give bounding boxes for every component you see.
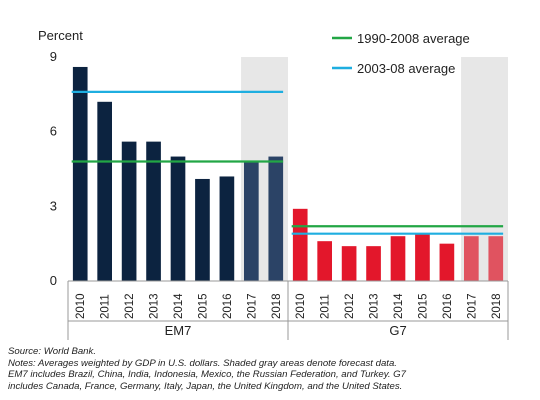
em7-category-label-2014: 2014 bbox=[173, 293, 185, 319]
source-note: Source: World Bank. bbox=[8, 346, 96, 357]
em7-category-label-2013: 2013 bbox=[149, 293, 161, 319]
y-tick-label-0: 0 bbox=[50, 273, 57, 288]
em7-bar-2013 bbox=[146, 141, 161, 281]
em7-bar-2015 bbox=[195, 178, 210, 281]
g7-category-label-2016: 2016 bbox=[442, 293, 454, 319]
em7-category-label-2010: 2010 bbox=[75, 293, 87, 319]
g7-bar-2011 bbox=[317, 241, 332, 281]
g7-category-label-2012: 2012 bbox=[344, 293, 356, 319]
g7-bar-2015 bbox=[415, 233, 430, 281]
legend-label-0: 1990-2008 average bbox=[357, 31, 470, 46]
g7-bar-2013 bbox=[366, 246, 381, 281]
em7-category-label-2016: 2016 bbox=[222, 293, 234, 319]
em7-group-label: EM7 bbox=[165, 323, 192, 338]
g7-bar-2018 bbox=[488, 236, 504, 281]
g7-category-label-2010: 2010 bbox=[295, 293, 307, 319]
em7-category-label-2018: 2018 bbox=[271, 293, 283, 319]
g7-category-label-2013: 2013 bbox=[369, 293, 381, 319]
notes-line-2: EM7 includes Brazil, China, India, Indon… bbox=[8, 369, 406, 381]
em7-category-label-2011: 2011 bbox=[100, 294, 112, 319]
em7-bar-2018 bbox=[268, 156, 284, 281]
em7-category-label-2012: 2012 bbox=[124, 293, 136, 319]
y-tick-label-9: 9 bbox=[50, 49, 57, 64]
average-lines bbox=[71, 90, 504, 235]
em7-bar-2012 bbox=[121, 141, 137, 281]
g7-category-label-2017: 2017 bbox=[466, 293, 478, 319]
g7-group-label: G7 bbox=[389, 323, 406, 338]
notes-line-1: Notes: Averages weighted by GDP in U.S. … bbox=[8, 357, 397, 369]
notes-line-3: includes Canada, France, Germany, Italy,… bbox=[8, 380, 403, 392]
notes: Source: World Bank. Notes: Averages weig… bbox=[8, 346, 536, 392]
em7-category-label-2015: 2015 bbox=[197, 293, 209, 319]
y-tick-label-3: 3 bbox=[50, 198, 57, 213]
g7-category-label-2011: 2011 bbox=[320, 294, 332, 319]
em7-bar-2016 bbox=[219, 176, 235, 281]
legend-label-1: 2003-08 average bbox=[357, 61, 455, 76]
axes: 2010 2011 2012 2013 2014 2015 2016 2017 2018 EM7 2… bbox=[50, 49, 509, 340]
g7-bar-2016 bbox=[439, 243, 455, 281]
g7-category-label-2015: 2015 bbox=[417, 293, 429, 319]
legend: 1990-2008 average 2003-08 average bbox=[332, 31, 470, 76]
em7-bar-2011 bbox=[97, 101, 112, 281]
g7-bar-2010 bbox=[292, 208, 308, 281]
g7-bar-2014 bbox=[390, 236, 406, 281]
em7-bar-2014 bbox=[170, 156, 186, 281]
em7-bar-2010 bbox=[72, 66, 88, 281]
em7-category-label-2017: 2017 bbox=[246, 293, 258, 319]
g7-bar-2017 bbox=[464, 236, 479, 281]
g7-category-label-2018: 2018 bbox=[491, 293, 503, 319]
em7-bar-2017 bbox=[244, 161, 259, 281]
g7-bar-2012 bbox=[341, 246, 357, 281]
y-axis-label: Percent bbox=[38, 28, 83, 43]
y-tick-label-6: 6 bbox=[50, 124, 57, 139]
g7-category-label-2014: 2014 bbox=[393, 293, 405, 319]
bar-chart: 2010 2011 2012 2013 2014 2015 2016 2017 2018 EM7 2… bbox=[38, 28, 509, 340]
